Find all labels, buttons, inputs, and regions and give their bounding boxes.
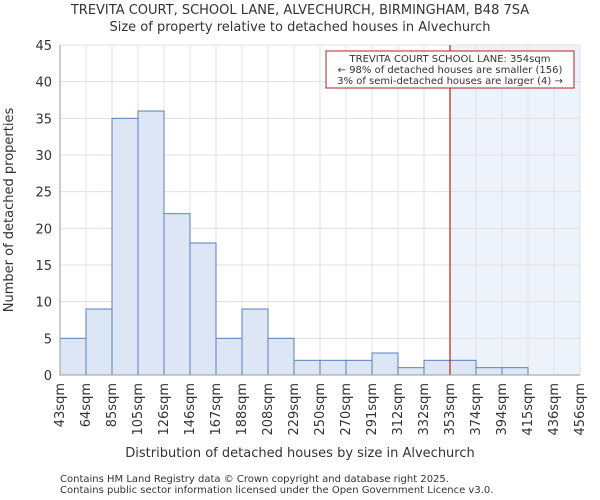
chart-subtitle: Size of property relative to detached ho…	[109, 20, 490, 35]
bar-5	[189, 242, 217, 376]
annotation-frame	[325, 50, 575, 89]
x-tick-label-20: 456sqm	[573, 383, 588, 436]
x-tick-label-4: 126sqm	[157, 383, 172, 436]
bar-8	[267, 337, 295, 376]
bar-10	[319, 359, 347, 376]
footer-line-1: Contains HM Land Registry data © Crown c…	[60, 474, 449, 485]
bar-12	[371, 352, 399, 376]
bar-15	[449, 359, 477, 376]
x-tick-label-0: 43sqm	[53, 383, 68, 427]
bar-3	[137, 110, 165, 376]
annotation-box: TREVITA COURT SCHOOL LANE: 354sqm ← 98% …	[325, 50, 575, 89]
y-tick-label-1: 5	[44, 332, 52, 347]
annotation-line-1: TREVITA COURT SCHOOL LANE: 354sqm	[349, 54, 551, 65]
footer-line-2: Contains public sector information licen…	[60, 485, 493, 496]
x-tick-label-18: 415sqm	[521, 383, 536, 436]
x-tick-label-6: 167sqm	[209, 383, 224, 436]
x-tick-label-2: 85sqm	[105, 383, 120, 427]
y-tick-label-8: 40	[35, 76, 52, 91]
y-tick-label-2: 10	[35, 296, 52, 311]
highlight-region	[450, 45, 580, 375]
bar-11	[345, 359, 373, 376]
y-tick-label-4: 20	[35, 222, 52, 237]
bar-9	[293, 359, 321, 376]
bar-14	[423, 359, 451, 376]
chart-title: TREVITA COURT, SCHOOL LANE, ALVECHURCH, …	[70, 3, 529, 18]
annotation-line-3: 3% of semi-detached houses are larger (4…	[337, 76, 563, 87]
y-tick-label-5: 25	[35, 186, 52, 201]
y-axis-label: Number of detached properties	[2, 108, 17, 313]
bar-1	[85, 308, 113, 376]
x-axis-label: Distribution of detached houses by size …	[125, 446, 475, 461]
bar-2	[111, 117, 139, 376]
x-tick-label-7: 188sqm	[235, 383, 250, 436]
y-tick-label-3: 15	[35, 259, 52, 274]
y-tick-label-7: 35	[35, 112, 52, 127]
x-tick-label-1: 64sqm	[79, 383, 94, 427]
x-tick-label-16: 374sqm	[469, 383, 484, 436]
x-tick-label-11: 270sqm	[339, 383, 354, 436]
bar-17	[501, 367, 529, 376]
x-tick-label-5: 146sqm	[183, 383, 198, 436]
annotation-line-2: ← 98% of detached houses are smaller (15…	[338, 65, 563, 76]
x-tick-label-15: 353sqm	[443, 383, 458, 436]
bar-7	[241, 308, 269, 376]
y-tick-label-6: 30	[35, 149, 52, 164]
x-tick-label-3: 105sqm	[131, 383, 146, 436]
x-tick-label-10: 250sqm	[313, 383, 328, 436]
bar-13	[397, 367, 425, 376]
x-tick-label-17: 394sqm	[495, 383, 510, 436]
x-tick-label-8: 208sqm	[261, 383, 276, 436]
y-tick-label-0: 0	[44, 369, 52, 384]
bar-0	[59, 337, 87, 376]
y-tick-label-9: 45	[35, 39, 52, 54]
x-tick-label-12: 291sqm	[365, 383, 380, 436]
x-tick-label-13: 312sqm	[391, 383, 406, 436]
bar-16	[475, 367, 503, 376]
bar-6	[215, 337, 243, 376]
x-tick-label-19: 436sqm	[547, 383, 562, 436]
x-tick-label-14: 332sqm	[417, 383, 432, 436]
x-tick-label-9: 229sqm	[287, 383, 302, 436]
bar-4	[163, 213, 191, 376]
